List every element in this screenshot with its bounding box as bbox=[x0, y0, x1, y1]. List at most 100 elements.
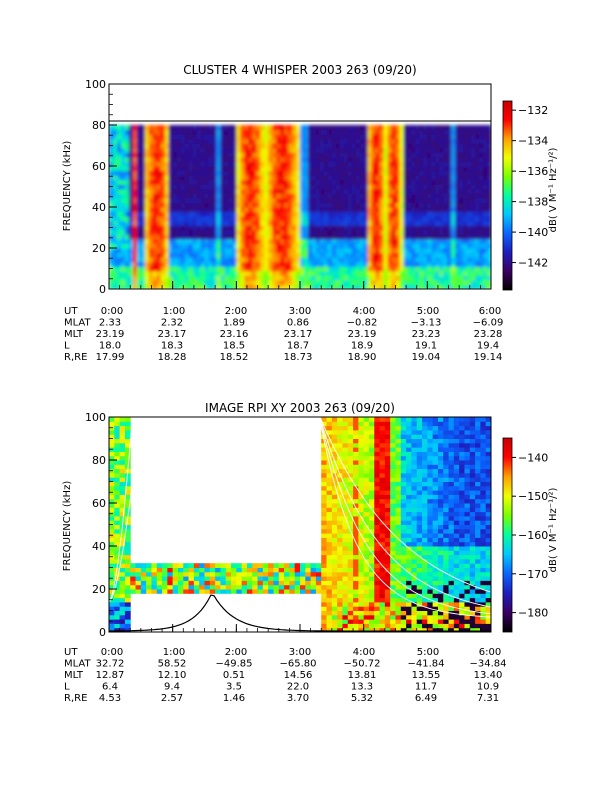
cluster-spectrogram-cell bbox=[435, 197, 440, 204]
cluster-spectrogram-cell bbox=[148, 197, 154, 204]
cluster-spectrogram-cell bbox=[391, 270, 397, 276]
image-spectrogram-cell bbox=[342, 619, 349, 624]
cluster-spectrogram-cell bbox=[300, 275, 305, 281]
cluster-spectrogram-cell bbox=[407, 207, 413, 213]
image-spectrogram-cell bbox=[406, 567, 412, 573]
image-spectrogram-cell bbox=[406, 485, 412, 491]
cluster-spectrogram-cell bbox=[423, 275, 428, 281]
cluster-spectrogram-cell bbox=[109, 197, 114, 204]
cluster-spectrogram-cell bbox=[124, 270, 130, 276]
cluster-spectrogram-cell bbox=[272, 138, 277, 144]
cluster-spectrogram-cell bbox=[128, 229, 134, 235]
cluster-spectrogram-cell bbox=[160, 129, 166, 135]
cluster-spectrogram-cell bbox=[375, 261, 381, 267]
cluster-spectrogram-cell bbox=[148, 125, 154, 131]
cluster-spectrogram-cell bbox=[188, 284, 194, 289]
cluster-spectrogram-cell bbox=[451, 211, 456, 217]
cluster-spectrogram-cell bbox=[407, 257, 413, 263]
cluster-spectrogram-cell bbox=[160, 156, 166, 163]
cluster-spectrogram-cell bbox=[212, 138, 218, 144]
image-spectrogram-cell bbox=[326, 580, 333, 586]
cluster-spectrogram-cell bbox=[240, 143, 245, 149]
cluster-spectrogram-cell bbox=[375, 270, 381, 276]
cluster-spectrogram-cell bbox=[232, 234, 237, 240]
cluster-spectrogram-cell bbox=[116, 275, 122, 281]
cluster-spectrogram-cell bbox=[132, 197, 138, 204]
image-spectrogram-cell bbox=[337, 606, 343, 611]
cluster-spectrogram-cell bbox=[172, 161, 178, 167]
cluster-spectrogram-cell bbox=[160, 275, 166, 281]
cluster-spectrogram-cell bbox=[300, 161, 305, 167]
cluster-spectrogram-cell bbox=[128, 238, 134, 245]
cluster-spectrogram-cell bbox=[399, 129, 405, 135]
cluster-spectrogram-cell bbox=[288, 234, 293, 240]
cluster-spectrogram-cell bbox=[415, 179, 420, 185]
cluster-spectrogram-cell bbox=[232, 197, 237, 204]
cluster-spectrogram-cell bbox=[292, 170, 297, 176]
cluster-spectrogram-cell bbox=[172, 248, 178, 254]
image-spectrogram-cell bbox=[353, 554, 359, 560]
cluster-spectrogram-cell bbox=[200, 184, 206, 190]
cluster-spectrogram-cell bbox=[276, 216, 281, 222]
image-spectrogram-cell bbox=[209, 589, 216, 594]
cluster-spectrogram-cell bbox=[188, 125, 194, 131]
cluster-spectrogram-cell bbox=[268, 188, 273, 194]
cluster-spectrogram-cell bbox=[136, 179, 142, 185]
cluster-spectrogram-cell bbox=[144, 243, 150, 249]
cluster-spectrogram-cell bbox=[467, 161, 472, 167]
cluster-spectrogram-cell bbox=[236, 184, 241, 190]
cluster-spectrogram-cell bbox=[268, 193, 273, 199]
cluster-spectrogram-cell bbox=[403, 202, 409, 208]
image-spectrogram-cell bbox=[326, 593, 333, 599]
cluster-spectrogram-cell bbox=[260, 125, 265, 131]
image-spectrogram-cell bbox=[379, 490, 386, 495]
cluster-spectrogram-cell bbox=[212, 143, 218, 149]
image-spectrogram-cell bbox=[374, 584, 381, 590]
cluster-spectrogram-cell bbox=[367, 252, 373, 258]
cluster-spectrogram-cell bbox=[204, 179, 210, 185]
cluster-spectrogram-cell bbox=[116, 179, 122, 185]
cluster-spectrogram-cell bbox=[427, 184, 432, 190]
cluster-spectrogram-cell bbox=[188, 275, 194, 281]
cluster-spectrogram-cell bbox=[335, 197, 341, 204]
cluster-spectrogram-cell bbox=[343, 234, 349, 240]
image-spectrogram-cell bbox=[331, 580, 338, 586]
cluster-spectrogram-cell bbox=[411, 284, 416, 289]
image-spectrogram-cell bbox=[231, 576, 237, 581]
cluster-spectrogram-cell bbox=[228, 134, 233, 140]
cluster-spectrogram-cell bbox=[212, 129, 218, 135]
cluster-spectrogram-cell bbox=[471, 197, 476, 204]
cluster-spectrogram-cell bbox=[168, 147, 174, 153]
cluster-spectrogram-cell bbox=[315, 184, 321, 190]
cluster-spectrogram-cell bbox=[411, 147, 416, 153]
cluster-spectrogram-cell bbox=[256, 252, 261, 258]
cluster-spectrogram-cell bbox=[359, 211, 365, 217]
cluster-spectrogram-cell bbox=[303, 257, 309, 263]
cluster-spectrogram-cell bbox=[228, 234, 233, 240]
image-spectrogram-cell bbox=[406, 537, 412, 543]
cluster-spectrogram-cell bbox=[379, 147, 385, 153]
cluster-spectrogram-cell bbox=[387, 216, 393, 222]
cluster-spectrogram-cell bbox=[375, 143, 381, 149]
cluster-spectrogram-cell bbox=[339, 156, 345, 163]
image-spectrogram-cell bbox=[400, 490, 407, 495]
cluster-spectrogram-cell bbox=[248, 270, 253, 276]
cluster-spectrogram-cell bbox=[467, 257, 472, 263]
cluster-spectrogram-cell bbox=[371, 261, 377, 267]
cluster-spectrogram-cell bbox=[196, 125, 202, 131]
cluster-spectrogram-cell bbox=[204, 243, 210, 249]
cluster-spectrogram-cell bbox=[180, 143, 186, 149]
cluster-spectrogram-cell bbox=[160, 161, 166, 167]
cluster-spectrogram-cell bbox=[447, 216, 452, 222]
cluster-spectrogram-cell bbox=[475, 266, 480, 272]
cluster-spectrogram-cell bbox=[160, 243, 166, 249]
cluster-spectrogram-cell bbox=[200, 125, 206, 131]
image-spectrogram-cell bbox=[225, 576, 232, 581]
image-spectrogram-cell bbox=[273, 567, 280, 573]
cluster-spectrogram-cell bbox=[411, 138, 416, 144]
image-spectrogram-cell bbox=[400, 503, 407, 508]
cluster-spectrogram-cell bbox=[487, 243, 491, 249]
cluster-spectrogram-cell bbox=[136, 197, 142, 204]
cluster-spectrogram-cell bbox=[451, 175, 456, 181]
cluster-spectrogram-cell bbox=[300, 193, 305, 199]
